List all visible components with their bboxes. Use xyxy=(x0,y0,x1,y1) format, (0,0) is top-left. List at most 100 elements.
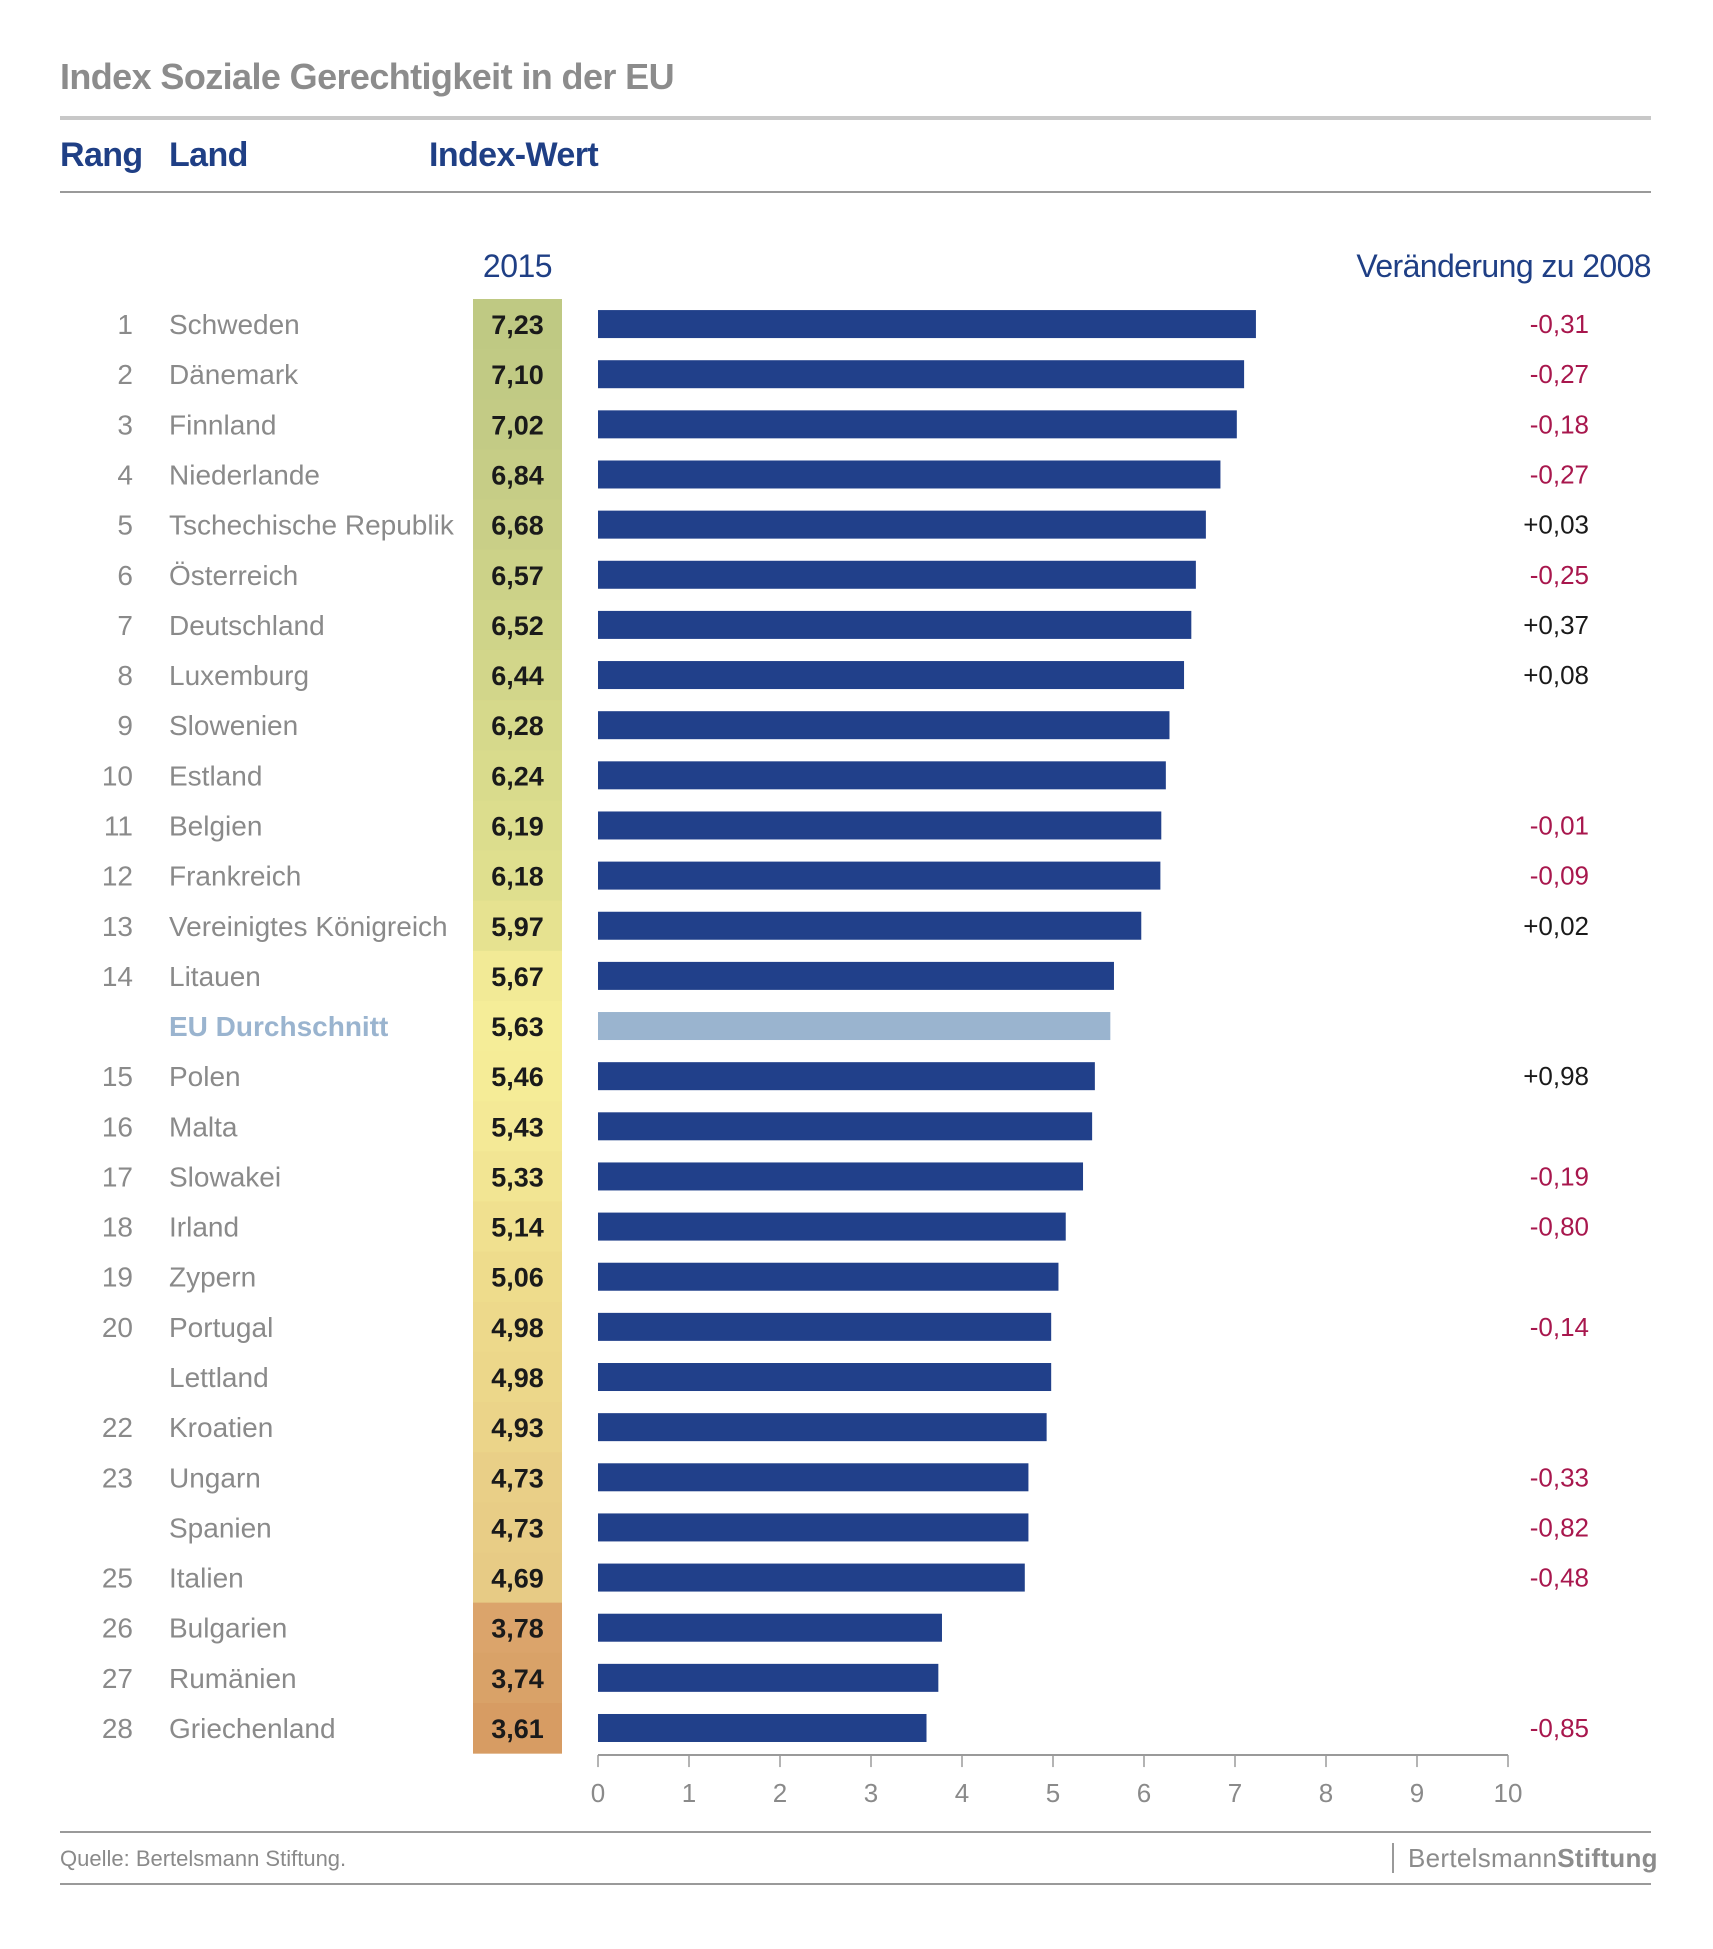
bar xyxy=(598,410,1237,439)
value-cell xyxy=(473,850,562,902)
bar xyxy=(598,1112,1093,1141)
year-label: 2015 xyxy=(482,248,553,284)
value-label: 5,33 xyxy=(491,1162,544,1192)
value-label: 6,44 xyxy=(491,661,544,691)
axis-tick-label: 7 xyxy=(1228,1778,1242,1808)
change-value: -0,31 xyxy=(1530,309,1589,339)
value-cell xyxy=(473,1452,562,1503)
bar xyxy=(598,1513,1029,1542)
axis-tick-label: 2 xyxy=(773,1778,787,1808)
country-label: Bulgarien xyxy=(169,1613,287,1644)
axis-tick-label: 1 xyxy=(682,1778,696,1808)
rank-label: 13 xyxy=(102,911,133,942)
value-label: 5,06 xyxy=(491,1263,544,1293)
axis-tick-label: 5 xyxy=(1046,1778,1060,1808)
value-label: 3,78 xyxy=(491,1614,544,1644)
bar xyxy=(598,811,1162,840)
country-row: 23 Ungarn 4,73 -0,33 xyxy=(102,1452,1589,1503)
bar xyxy=(598,1663,939,1692)
bertelsmann-stiftung-logo: BertelsmannStiftung xyxy=(1408,1842,1658,1874)
value-cell xyxy=(473,750,562,801)
value-cell xyxy=(473,449,562,501)
country-label: Lettland xyxy=(169,1362,269,1393)
rank-label: 15 xyxy=(102,1061,133,1092)
bar xyxy=(598,961,1114,990)
rank-label: 10 xyxy=(102,760,133,791)
rank-label: 12 xyxy=(102,861,133,892)
value-cell xyxy=(473,1702,562,1754)
country-row: 4 Niederlande 6,84 -0,27 xyxy=(117,449,1589,501)
value-cell xyxy=(473,649,562,701)
country-label: Polen xyxy=(169,1061,241,1092)
bar xyxy=(598,1262,1059,1291)
value-cell xyxy=(473,1402,562,1453)
rank-label: 6 xyxy=(117,560,133,591)
country-label: Kroatien xyxy=(169,1412,273,1443)
country-label: Italien xyxy=(169,1563,244,1594)
footer-top-divider xyxy=(60,1831,1651,1833)
source-note: Quelle: Bertelsmann Stiftung. xyxy=(60,1846,347,1871)
bar xyxy=(598,1062,1095,1091)
country-row: 13 Vereinigtes Königreich 5,97 +0,02 xyxy=(102,900,1589,952)
title-divider xyxy=(60,116,1651,120)
country-row: 26 Bulgarien 3,78 xyxy=(102,1602,942,1654)
logo-text-light: Bertelsmann xyxy=(1408,1843,1558,1873)
country-row: 16 Malta 5,43 xyxy=(102,1101,1093,1152)
change-value: +0,02 xyxy=(1523,911,1589,941)
country-label: Niederlande xyxy=(169,459,320,490)
country-row: 7 Deutschland 6,52 +0,37 xyxy=(117,599,1589,651)
value-label: 5,63 xyxy=(491,1012,544,1042)
rank-label: 28 xyxy=(102,1713,133,1744)
value-cell xyxy=(473,800,562,852)
country-row: 17 Slowakei 5,33 -0,19 xyxy=(102,1151,1589,1203)
value-label: 6,28 xyxy=(491,711,544,741)
value-label: 5,43 xyxy=(491,1112,544,1142)
rank-label: 2 xyxy=(117,359,133,390)
bar xyxy=(598,861,1161,890)
change-value: -0,19 xyxy=(1530,1161,1589,1191)
rank-label: 23 xyxy=(102,1462,133,1493)
average-row: EU Durchschnitt 5,63 xyxy=(169,1000,1111,1052)
value-label: 4,98 xyxy=(491,1313,544,1343)
country-row: 15 Polen 5,46 +0,98 xyxy=(102,1051,1589,1102)
axis-tick-label: 10 xyxy=(1494,1778,1523,1808)
country-label: Dänemark xyxy=(169,359,299,390)
bar xyxy=(598,1613,942,1642)
rank-label: 26 xyxy=(102,1613,133,1644)
country-row: 22 Kroatien 4,93 xyxy=(102,1402,1047,1453)
change-value: +0,98 xyxy=(1523,1061,1589,1091)
value-cell xyxy=(473,1201,562,1253)
rank-label: 25 xyxy=(102,1563,133,1594)
country-label: Tschechische Republik xyxy=(169,510,455,541)
value-cell xyxy=(473,299,562,350)
country-label: Slowenien xyxy=(169,710,298,741)
country-label: Spanien xyxy=(169,1512,272,1543)
value-label: 5,14 xyxy=(491,1213,544,1243)
country-label: Malta xyxy=(169,1111,238,1142)
value-cell xyxy=(473,349,562,400)
value-cell xyxy=(473,549,562,601)
value-cell xyxy=(473,1151,562,1203)
value-label: 6,68 xyxy=(491,511,544,541)
value-cell xyxy=(473,700,562,751)
rank-label: 4 xyxy=(117,459,133,490)
country-row: 19 Zypern 5,06 xyxy=(102,1251,1059,1303)
bar xyxy=(598,610,1192,639)
rank-label: 11 xyxy=(104,810,133,841)
country-row: 18 Irland 5,14 -0,80 xyxy=(102,1201,1589,1253)
axis-tick-label: 4 xyxy=(955,1778,969,1808)
country-row: 6 Österreich 6,57 -0,25 xyxy=(117,549,1589,601)
bar xyxy=(598,661,1185,690)
country-row: 14 Litauen 5,67 xyxy=(102,950,1114,1002)
rank-label: 22 xyxy=(102,1412,133,1443)
bar xyxy=(598,1312,1052,1341)
country-label: Estland xyxy=(169,760,262,791)
country-label: Finnland xyxy=(169,409,276,440)
bar xyxy=(598,560,1196,589)
change-value: +0,03 xyxy=(1523,510,1589,540)
value-cell xyxy=(473,1051,562,1102)
value-cell xyxy=(473,1101,562,1152)
value-label: 3,74 xyxy=(491,1664,544,1694)
rank-label: 17 xyxy=(102,1161,133,1192)
value-label: 6,19 xyxy=(491,811,544,841)
